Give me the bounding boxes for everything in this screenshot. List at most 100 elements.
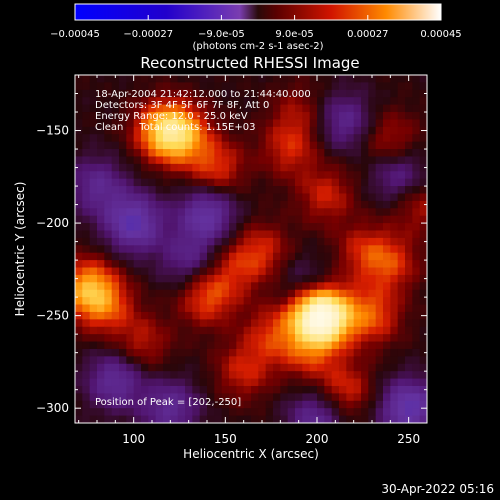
heatmap-cell — [295, 319, 303, 328]
heatmap-cell — [375, 208, 384, 217]
heatmap-cell — [214, 415, 223, 424]
heatmap-cell — [104, 304, 113, 313]
heatmap-cell — [133, 75, 142, 83]
heatmap-cell — [309, 134, 318, 143]
heatmap-cell — [265, 415, 274, 424]
heatmap-cell — [302, 112, 311, 120]
heatmap-cell — [119, 348, 127, 357]
heatmap-cell — [397, 134, 406, 143]
heatmap-cell — [141, 371, 149, 379]
heatmap-cell — [375, 237, 384, 246]
heatmap-cell — [236, 104, 245, 113]
heatmap-cell — [119, 119, 127, 128]
heatmap-cell — [368, 245, 377, 254]
heatmap-cell — [126, 400, 135, 409]
heatmap-cell — [375, 341, 384, 350]
heatmap-cell — [185, 119, 193, 128]
heatmap-cell — [295, 311, 303, 320]
heatmap-cell — [324, 252, 333, 261]
heatmap-cell — [111, 282, 120, 291]
heatmap-cell — [339, 186, 347, 194]
heatmap-cell — [229, 97, 237, 106]
heatmap-cell — [265, 400, 274, 409]
heatmap-cell — [104, 208, 113, 217]
heatmap-cell — [192, 260, 201, 268]
heatmap-cell — [133, 156, 142, 165]
heatmap-cell — [119, 400, 127, 409]
heatmap-cell — [148, 75, 157, 83]
heatmap-cell — [163, 356, 171, 365]
heatmap-cell — [207, 119, 215, 128]
heatmap-cell — [346, 215, 355, 224]
heatmap-cell — [141, 363, 149, 372]
heatmap-cell — [251, 134, 259, 143]
heatmap-cell — [368, 104, 377, 113]
heatmap-cell — [324, 171, 333, 180]
heatmap-cell — [331, 297, 340, 305]
heatmap-cell — [273, 186, 281, 194]
heatmap-cell — [265, 348, 274, 357]
heatmap-cell — [141, 230, 149, 239]
heatmap-cell — [287, 400, 296, 409]
heatmap-cell — [353, 156, 362, 165]
heatmap-cell — [141, 378, 149, 387]
heatmap-cell — [82, 282, 91, 291]
heatmap-cell — [243, 141, 252, 150]
heatmap-cell — [412, 304, 421, 313]
heatmap-cell — [177, 178, 186, 187]
heatmap-cell — [265, 112, 274, 120]
heatmap-cell — [133, 267, 142, 276]
heatmap-cell — [258, 156, 267, 165]
heatmap-cell — [309, 341, 318, 350]
heatmap-cell — [126, 252, 135, 261]
heatmap-cell — [265, 149, 274, 157]
heatmap-cell — [155, 186, 164, 194]
heatmap-cell — [155, 282, 164, 291]
heatmap-cell — [119, 378, 127, 387]
heatmap-cell — [229, 75, 237, 83]
heatmap-cell — [397, 89, 406, 98]
heatmap-cell — [339, 341, 347, 350]
heatmap-cell — [383, 112, 391, 120]
heatmap-cell — [258, 208, 267, 217]
heatmap-cell — [346, 385, 355, 394]
heatmap-cell — [368, 319, 377, 328]
heatmap-cell — [141, 311, 149, 320]
heatmap-cell — [280, 341, 289, 350]
heatmap-cell — [243, 193, 252, 202]
heatmap-cell — [375, 200, 384, 209]
heatmap-cell — [199, 149, 208, 157]
heatmap-cell — [265, 82, 274, 91]
heatmap-cell — [361, 274, 369, 283]
heatmap-cell — [309, 348, 318, 357]
heatmap-cell — [141, 400, 149, 409]
heatmap-cell — [214, 378, 223, 387]
heatmap-cell — [412, 178, 421, 187]
heatmap-cell — [346, 260, 355, 268]
heatmap-cell — [199, 230, 208, 239]
heatmap-cell — [236, 156, 245, 165]
heatmap-cell — [390, 119, 399, 128]
heatmap-cell — [346, 348, 355, 357]
heatmap-cell — [148, 297, 157, 305]
heatmap-cell — [383, 193, 391, 202]
heatmap-cell — [280, 371, 289, 379]
heatmap-cell — [397, 289, 406, 298]
heatmap-cell — [419, 134, 428, 143]
heatmap-cell — [309, 385, 318, 394]
heatmap-cell — [375, 311, 384, 320]
heatmap-cell — [258, 126, 267, 135]
heatmap-cell — [346, 178, 355, 187]
heatmap-cell — [412, 393, 421, 402]
heatmap-cell — [251, 252, 259, 261]
heatmap-cell — [104, 178, 113, 187]
heatmap-cell — [111, 385, 120, 394]
heatmap-cell — [243, 223, 252, 231]
heatmap-cell — [287, 89, 296, 98]
heatmap-cell — [383, 186, 391, 194]
heatmap-cell — [397, 75, 406, 83]
heatmap-cell — [339, 163, 347, 172]
heatmap-cell — [397, 104, 406, 113]
heatmap-cell — [126, 215, 135, 224]
heatmap-cell — [185, 274, 193, 283]
